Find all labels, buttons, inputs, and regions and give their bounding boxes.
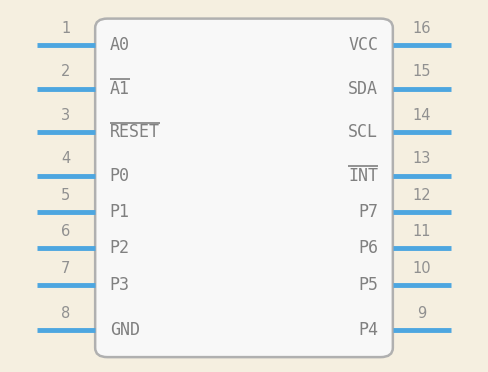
Text: SCL: SCL — [348, 123, 378, 141]
Text: A1: A1 — [110, 80, 130, 97]
Text: 16: 16 — [413, 21, 431, 36]
Text: 7: 7 — [61, 261, 71, 276]
Text: P5: P5 — [358, 276, 378, 294]
Text: 4: 4 — [61, 151, 70, 166]
FancyBboxPatch shape — [95, 19, 393, 357]
Text: P4: P4 — [358, 321, 378, 339]
Text: 5: 5 — [61, 188, 70, 203]
Text: 14: 14 — [413, 108, 431, 123]
Text: A0: A0 — [110, 36, 130, 54]
Text: P2: P2 — [110, 240, 130, 257]
Text: P3: P3 — [110, 276, 130, 294]
Text: INT: INT — [348, 167, 378, 185]
Text: P7: P7 — [358, 203, 378, 221]
Text: RESET: RESET — [110, 123, 160, 141]
Text: 6: 6 — [61, 224, 70, 239]
Text: SDA: SDA — [348, 80, 378, 97]
Text: 10: 10 — [413, 261, 431, 276]
Text: 2: 2 — [61, 64, 71, 79]
Text: VCC: VCC — [348, 36, 378, 54]
Text: 11: 11 — [413, 224, 431, 239]
Text: P6: P6 — [358, 240, 378, 257]
Text: 3: 3 — [61, 108, 70, 123]
Text: 1: 1 — [61, 21, 70, 36]
Text: GND: GND — [110, 321, 140, 339]
Text: P0: P0 — [110, 167, 130, 185]
Text: P1: P1 — [110, 203, 130, 221]
Text: 12: 12 — [413, 188, 431, 203]
Text: 8: 8 — [61, 306, 70, 321]
Text: 13: 13 — [413, 151, 431, 166]
Text: 9: 9 — [418, 306, 427, 321]
Text: 15: 15 — [413, 64, 431, 79]
